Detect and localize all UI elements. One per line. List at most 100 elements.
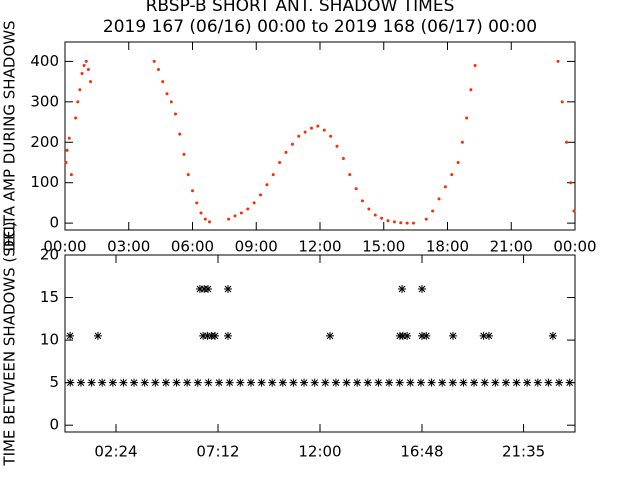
point xyxy=(152,59,156,63)
y-tick-label: 15 xyxy=(40,288,59,306)
point xyxy=(418,285,426,294)
point xyxy=(87,378,96,387)
plot-frame xyxy=(64,41,576,231)
point xyxy=(424,217,428,221)
point xyxy=(341,156,345,160)
point xyxy=(484,331,493,340)
point xyxy=(448,378,457,387)
point xyxy=(412,221,415,225)
point xyxy=(398,331,407,340)
point xyxy=(395,378,404,387)
point xyxy=(491,378,500,387)
point xyxy=(80,72,84,76)
x-tick-label: 03:00 xyxy=(107,238,150,256)
y-tick-label: 0 xyxy=(49,416,59,434)
point xyxy=(297,134,301,138)
point xyxy=(82,63,86,67)
point xyxy=(548,331,557,340)
point xyxy=(278,378,287,387)
point xyxy=(465,116,469,120)
point xyxy=(480,378,489,387)
point xyxy=(74,116,78,120)
point xyxy=(403,331,412,340)
point xyxy=(225,378,234,387)
y-tick-label: 400 xyxy=(30,52,59,70)
point xyxy=(572,209,576,213)
chart-subtitle: 2019 167 (06/16) 00:00 to 2019 168 (06/1… xyxy=(103,17,537,37)
point xyxy=(193,378,202,387)
point xyxy=(161,80,165,84)
point xyxy=(265,183,269,187)
chart-title: RBSP-B SHORT ANT. SHADOW TIMES xyxy=(146,0,455,16)
x-tick-label: 21:35 xyxy=(502,443,545,461)
point xyxy=(246,378,255,387)
point xyxy=(374,378,383,387)
point xyxy=(449,331,458,340)
point xyxy=(331,378,340,387)
y-tick-label: 5 xyxy=(49,373,59,391)
x-tick-label: 00:00 xyxy=(43,238,86,256)
x-tick-label: 06:00 xyxy=(171,238,214,256)
point xyxy=(325,331,334,340)
point xyxy=(67,136,71,140)
point xyxy=(172,378,181,387)
point xyxy=(98,378,107,387)
point xyxy=(236,378,245,387)
point xyxy=(422,331,431,340)
point xyxy=(178,132,182,136)
point xyxy=(239,211,243,215)
point xyxy=(335,144,339,148)
point xyxy=(479,331,488,340)
point xyxy=(199,211,203,215)
point xyxy=(64,160,68,164)
point xyxy=(329,134,333,138)
point xyxy=(438,378,447,387)
point xyxy=(354,187,358,191)
point xyxy=(246,207,250,211)
point xyxy=(76,378,85,387)
point xyxy=(227,217,231,221)
point xyxy=(373,213,377,217)
point xyxy=(385,378,394,387)
point xyxy=(469,88,473,92)
point xyxy=(544,378,553,387)
point xyxy=(443,185,447,189)
point xyxy=(361,199,364,203)
y-tick-label: 10 xyxy=(40,331,59,349)
point xyxy=(569,181,573,185)
x-tick-label: 02:24 xyxy=(94,443,137,461)
point xyxy=(151,378,160,387)
point xyxy=(223,285,232,294)
point xyxy=(303,130,307,134)
point xyxy=(322,128,326,132)
y-tick-label: 200 xyxy=(30,133,59,151)
point xyxy=(108,378,117,387)
point xyxy=(204,378,213,387)
point xyxy=(290,142,294,146)
point xyxy=(252,201,256,205)
y-axis-label: TIME BETWEEN SHADOWS (SEC) xyxy=(1,221,19,466)
point xyxy=(367,207,371,211)
point xyxy=(195,201,199,205)
point xyxy=(65,148,69,152)
point xyxy=(223,331,232,340)
point xyxy=(66,378,75,387)
x-tick-label: 15:00 xyxy=(362,238,405,256)
point xyxy=(392,220,396,224)
point xyxy=(66,331,75,340)
x-tick-label: 12:00 xyxy=(298,443,341,461)
point xyxy=(195,285,204,294)
point xyxy=(523,378,532,387)
point xyxy=(310,378,319,387)
point xyxy=(300,378,309,387)
point xyxy=(386,219,390,223)
point xyxy=(182,152,186,156)
point xyxy=(165,92,169,96)
point xyxy=(348,173,352,177)
point xyxy=(233,214,237,218)
point xyxy=(259,193,262,197)
point xyxy=(470,378,479,387)
point xyxy=(186,173,190,177)
point xyxy=(560,100,564,104)
point xyxy=(399,221,403,225)
